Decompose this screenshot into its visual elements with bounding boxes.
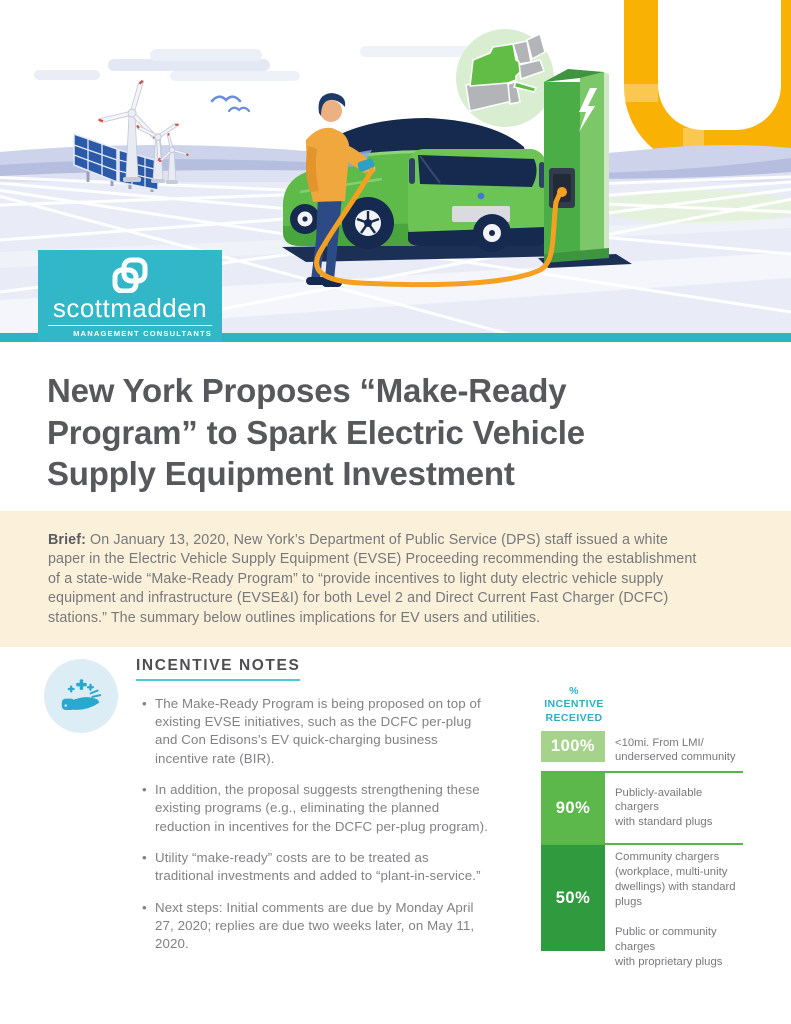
- logo-text: scottmadden: [52, 293, 208, 323]
- note-bullet: Next steps: Initial comments are due by …: [142, 899, 488, 954]
- incentive-notes: INCENTIVE NOTES The Make-Ready Program i…: [136, 657, 488, 967]
- page-title-line: Program” to Spark Electric Vehicle: [47, 413, 585, 451]
- teal-divider: [0, 333, 791, 342]
- wind-turbine: [158, 132, 189, 184]
- chart-row: 50% Community chargers (workplace, multi…: [541, 845, 743, 975]
- chart-desc: Community chargers (workplace, multi-uni…: [615, 851, 736, 968]
- notes-heading: INCENTIVE NOTES: [136, 657, 301, 681]
- logo-rule: [48, 325, 212, 326]
- clouds: [34, 46, 480, 81]
- lightning-bolt-icon: [579, 88, 597, 132]
- logo-mark-icon: [112, 257, 148, 293]
- page-title: New York Proposes “Make-Ready Program” t…: [47, 370, 791, 495]
- chart-title: % INCENTIVE RECEIVED: [544, 684, 604, 724]
- brief-label: Brief:: [48, 531, 86, 548]
- charging-cable: [314, 167, 563, 288]
- wind-turbine: [98, 79, 156, 182]
- note-bullet: Utility “make-ready” costs are to be tre…: [142, 849, 488, 886]
- bird-icon: [210, 95, 242, 103]
- ny-map-badge: [456, 29, 554, 127]
- hand-receiving-plus-icon: [61, 679, 102, 710]
- chart-desc: Publicly-available chargers with standar…: [615, 786, 713, 829]
- chart-block-50: 50%: [541, 845, 605, 952]
- page-title-line: Supply Equipment Investment: [47, 455, 515, 493]
- yellow-frame: [624, 0, 791, 168]
- brand-logo: scottmadden MANAGEMENT CONSULTANTS: [38, 250, 222, 342]
- note-bullet: In addition, the proposal suggests stren…: [142, 781, 488, 836]
- incentive-icon-circle: [44, 658, 118, 733]
- page-title-line: New York Proposes “Make-Ready: [47, 372, 567, 409]
- notes-list: The Make-Ready Program is being proposed…: [136, 695, 488, 954]
- hero-illustration: scottmadden MANAGEMENT CONSULTANTS: [0, 0, 791, 348]
- incentive-section: INCENTIVE NOTES The Make-Ready Program i…: [44, 657, 791, 976]
- brief-box: Brief: On January 13, 2020, New York’s D…: [0, 510, 791, 647]
- incentive-chart: % INCENTIVE RECEIVED 100% <10mi. From LM…: [541, 685, 743, 976]
- brief-text: On January 13, 2020, New York’s Departme…: [48, 531, 697, 627]
- chart-block-90: 90%: [541, 773, 605, 844]
- wind-turbine: [136, 123, 180, 183]
- bird-icon: [227, 106, 251, 113]
- chart-desc: <10mi. From LMI/ underserved community: [615, 736, 736, 764]
- logo-tagline: MANAGEMENT CONSULTANTS: [73, 329, 212, 338]
- chart-block-100: 100%: [541, 730, 605, 762]
- chart-row: 100% <10mi. From LMI/ underserved commun…: [541, 730, 743, 774]
- note-bullet: The Make-Ready Program is being proposed…: [142, 695, 488, 768]
- chart-row: 90% Publicly-available chargers with sta…: [541, 773, 743, 846]
- ev-charging-scene: [0, 0, 791, 348]
